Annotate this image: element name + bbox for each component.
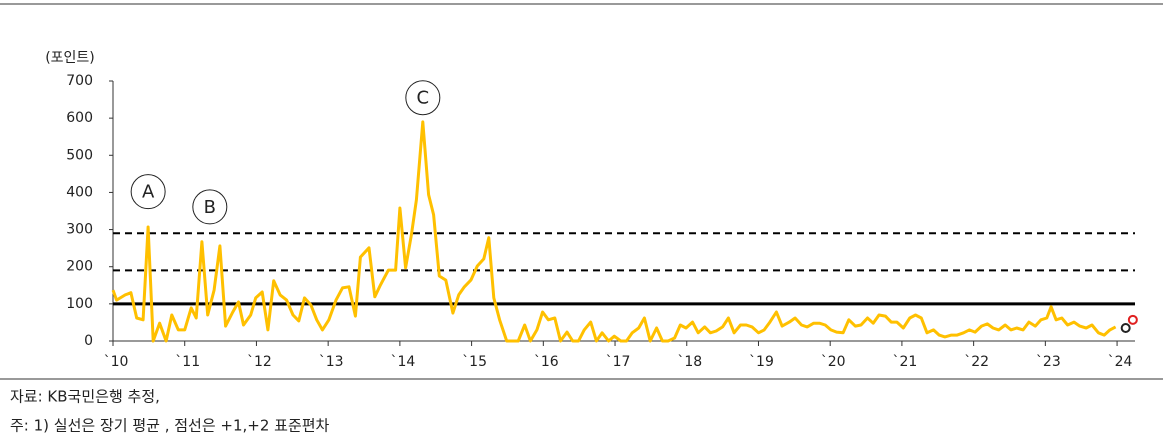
y-tick-label: 300 [66,222,93,238]
end-marker [1120,323,1131,333]
x-tick-label: `24 [1108,354,1133,370]
footnote: 주: 1) 실선은 장기 평균 , 점선은 +1,+2 표준편차 [10,417,330,435]
y-tick-label: 700 [66,73,93,89]
x-tick-label: `16 [534,354,559,370]
x-tick-label: `19 [749,354,774,370]
x-tick-label: `22 [964,354,989,370]
x-tick-label: `15 [462,354,487,370]
y-tick-label: 400 [66,184,93,200]
y-tick-label: 500 [66,147,93,163]
y-tick-label: 600 [66,110,93,126]
data-line [111,120,1117,343]
x-tick-label: `11 [175,354,200,370]
annotation-circle [130,174,166,210]
annotation: B [204,197,216,218]
x-tick-label: `18 [677,354,702,370]
annotation: C [417,88,430,109]
x-tick-label: `12 [247,354,272,370]
x-tick-label: `14 [390,354,415,370]
annotation-circle [405,80,441,116]
footnote: 자료: KB국민은행 추정, [10,388,160,406]
annotation: A [142,182,155,203]
x-tick-label: `17 [606,354,631,370]
x-tick-label: `23 [1036,354,1061,370]
end-marker [1127,314,1138,325]
y-unit-label: (포인트) [45,50,95,66]
y-tick-label: 100 [66,296,93,312]
x-tick-label: `21 [892,354,917,370]
y-tick-label: 200 [66,259,93,275]
annotation-circle [192,189,228,225]
x-tick-label: `10 [104,354,129,370]
x-tick-label: `20 [821,354,846,370]
y-tick-label: 0 [84,333,93,349]
x-tick-label: `13 [319,354,344,370]
